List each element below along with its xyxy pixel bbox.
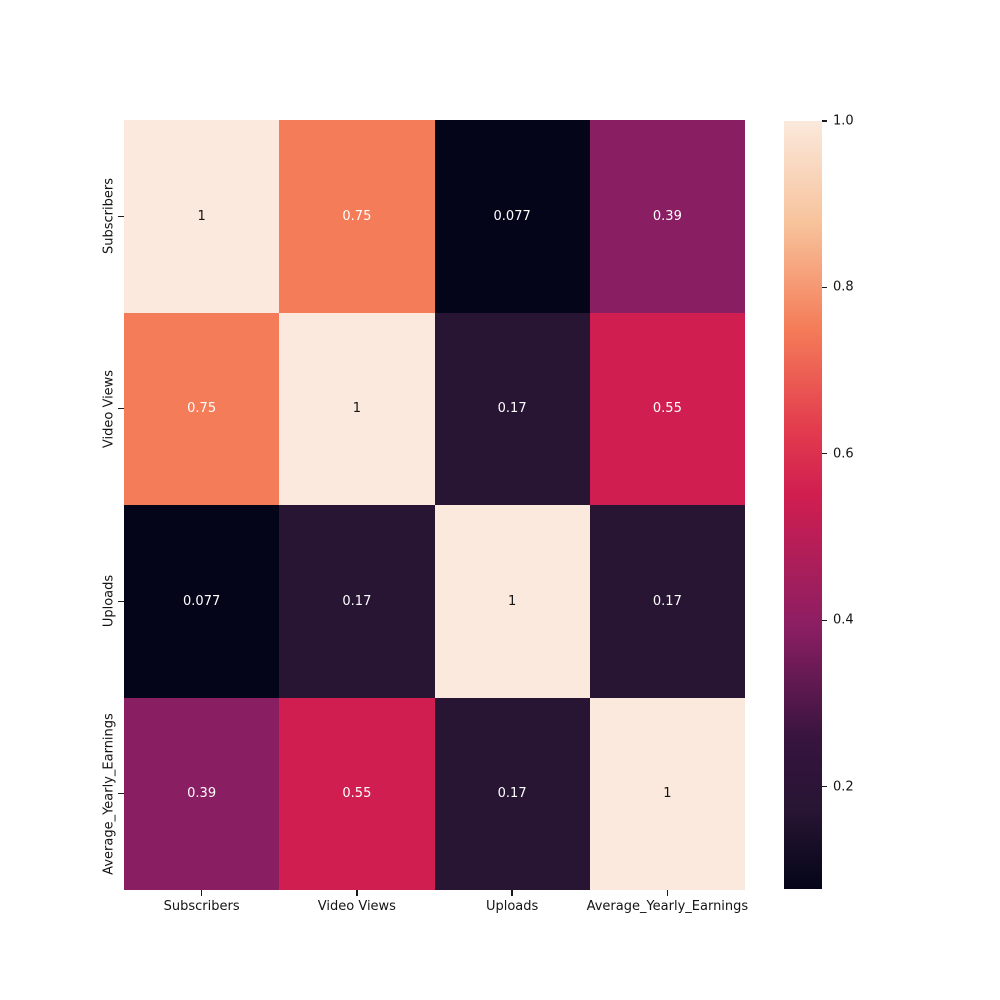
cell-value: 0.077 (183, 593, 221, 609)
colorbar-tick-mark-0.2 (822, 786, 827, 788)
colorbar-tick-mark-0.8 (822, 286, 827, 289)
colorbar-tick-label-0.8: 0.8 (833, 279, 854, 295)
heatmap-cell-video-views-video-views: 1 (279, 312, 435, 505)
cell-value: 1 (197, 208, 206, 224)
cell-value: 0.077 (493, 208, 531, 224)
x-tick-label-average-yearly-earnings: Average_Yearly_Earnings (586, 899, 749, 914)
x-tick-mark-uploads (511, 890, 513, 896)
heatmap-cell-subscribers-average-yearly-earnings: 0.39 (589, 120, 745, 313)
heatmap-cell-subscribers-uploads: 0.077 (434, 120, 590, 313)
colorbar-tick-mark-0.4 (822, 619, 827, 621)
cell-value: 1 (507, 593, 517, 609)
heatmap-cell-uploads-uploads: 1 (434, 505, 590, 698)
heatmap-cell-average-yearly-earnings-video-views: 0.55 (279, 697, 435, 890)
colorbar-tick-label-1.0: 1.0 (833, 113, 854, 129)
heatmap-grid: 1 0.75 0.077 0.39 0.75 1 0.17 0.55 0.077 0.17 1 0.1… (124, 120, 745, 890)
cell-value: 0.39 (652, 208, 682, 224)
y-tick-label-average-yearly-earnings: Average_Yearly_Earnings (101, 712, 117, 875)
cell-value: 0.17 (497, 401, 527, 417)
heatmap-cell-subscribers-subscribers: 1 (124, 120, 280, 313)
cell-value: 1 (663, 786, 672, 802)
y-tick-mark-average-yearly-earnings (118, 793, 124, 795)
x-tick-label-uploads: Uploads (485, 899, 539, 914)
colorbar-tick-mark-0.6 (822, 453, 827, 455)
cell-value: 1 (352, 401, 362, 417)
y-tick-mark-video-views (118, 408, 124, 410)
x-tick-mark-video-views (356, 890, 358, 896)
heatmap-cell-uploads-video-views: 0.17 (279, 505, 435, 698)
x-tick-mark-subscribers (200, 890, 203, 896)
cell-value: 0.39 (187, 786, 217, 802)
heatmap-cell-subscribers-video-views: 0.75 (279, 120, 435, 313)
cell-value: 0.17 (342, 593, 372, 609)
heatmap-cell-average-yearly-earnings-average-yearly-earnings: 1 (589, 697, 745, 890)
heatmap-cell-uploads-subscribers: 0.077 (124, 505, 280, 698)
heatmap-cell-video-views-uploads: 0.17 (434, 312, 590, 505)
colorbar-tick-label-0.2: 0.2 (833, 779, 854, 795)
cell-value: 0.17 (652, 593, 682, 609)
y-tick-label-subscribers: Subscribers (101, 178, 117, 255)
cell-value: 0.17 (497, 786, 527, 802)
x-tick-label-subscribers: Subscribers (163, 899, 240, 914)
y-tick-label-uploads: Uploads (101, 575, 117, 628)
cell-value: 0.75 (187, 401, 217, 417)
y-tick-mark-uploads (118, 600, 124, 602)
cell-value: 0.75 (342, 208, 372, 224)
colorbar-tick-label-0.6: 0.6 (833, 446, 854, 462)
cell-value: 0.55 (342, 786, 372, 802)
colorbar (784, 121, 822, 889)
heatmap-cell-average-yearly-earnings-subscribers: 0.39 (124, 697, 280, 890)
heatmap-cell-video-views-average-yearly-earnings: 0.55 (589, 312, 745, 505)
cell-value: 0.55 (652, 401, 682, 417)
y-tick-mark-subscribers (118, 215, 124, 217)
x-tick-label-video-views: Video Views (317, 899, 396, 914)
x-tick-mark-average-yearly-earnings (666, 890, 669, 896)
colorbar-tick-mark-1.0 (822, 120, 827, 122)
y-tick-label-video-views: Video Views (101, 369, 117, 448)
heatmap-cell-uploads-average-yearly-earnings: 0.17 (589, 505, 745, 698)
colorbar-tick-label-0.4: 0.4 (833, 612, 854, 628)
heatmap-cell-video-views-subscribers: 0.75 (124, 312, 280, 505)
heatmap-cell-average-yearly-earnings-uploads: 0.17 (434, 697, 590, 890)
